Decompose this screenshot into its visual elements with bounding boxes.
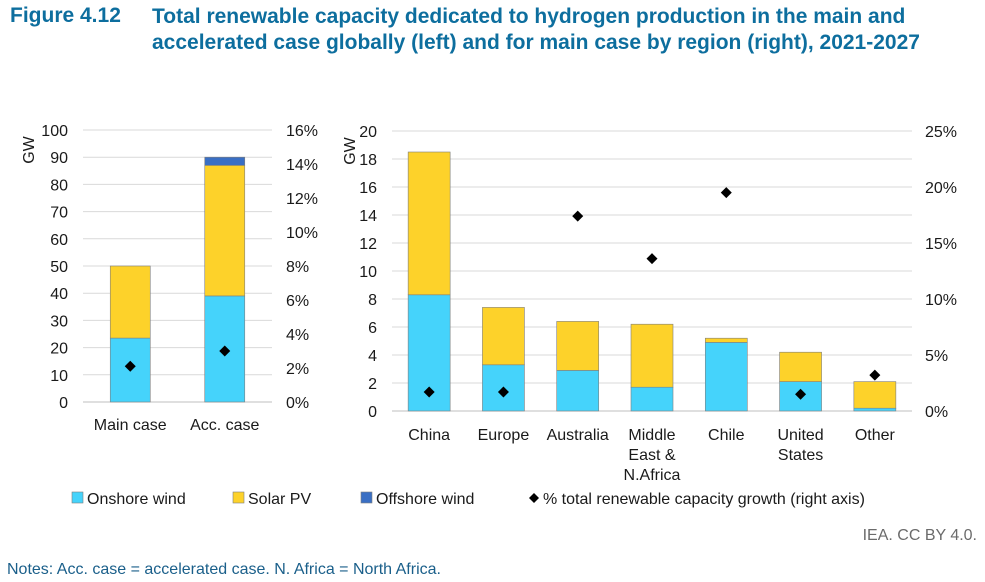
bar-segment-onshore-wind: [556, 370, 600, 412]
legend-label: Offshore wind: [376, 491, 474, 508]
y-tick-label: 30: [50, 313, 68, 330]
legend-label: % total renewable capacity growth (right…: [543, 491, 865, 508]
x-tick-label: Acc. case: [190, 417, 259, 434]
y2-tick-label: 0%: [925, 404, 948, 421]
x-tick-label: N.Africa: [624, 467, 681, 484]
y-tick-label: 40: [50, 286, 68, 303]
bar-segment-onshore-wind: [630, 386, 674, 412]
y2-tick-label: 8%: [286, 259, 309, 276]
y-tick-label: 20: [359, 124, 377, 141]
growth-marker: [423, 386, 435, 398]
y2-tick-label: 5%: [925, 348, 948, 365]
y-tick-label: 0: [59, 395, 68, 412]
bar-segment-solar-pv: [109, 265, 151, 339]
bar-segment-solar-pv: [704, 337, 748, 343]
y2-tick-label: 16%: [286, 123, 318, 140]
y-tick-label: 10: [359, 264, 377, 281]
bar-segment-solar-pv: [630, 323, 674, 388]
y-tick-label: 70: [50, 205, 68, 222]
y-tick-label: 10: [50, 368, 68, 385]
x-tick-label: Australia: [547, 427, 609, 444]
figure-title: Total renewable capacity dedicated to hy…: [152, 5, 920, 54]
y2-tick-label: 6%: [286, 293, 309, 310]
bar-segment-solar-pv: [853, 381, 897, 409]
y2-tick-label: 2%: [286, 361, 309, 378]
x-tick-label: China: [408, 427, 450, 444]
x-tick-label: Europe: [478, 427, 530, 444]
y-tick-label: 60: [50, 232, 68, 249]
x-tick-label: Chile: [708, 427, 745, 444]
x-tick-label: East &: [628, 447, 675, 464]
y-tick-label: 100: [41, 123, 68, 140]
y2-tick-label: 10%: [925, 292, 957, 309]
y-tick-label: 4: [368, 348, 377, 365]
bar-segment-solar-pv: [482, 307, 525, 366]
growth-marker: [720, 187, 732, 199]
y2-tick-label: 4%: [286, 327, 309, 344]
legend-swatch: [71, 491, 84, 504]
y-tick-label: 14: [359, 208, 377, 225]
growth-marker: [572, 210, 584, 222]
legend-diamond: [529, 493, 539, 503]
growth-marker: [497, 386, 509, 398]
x-tick-label: Middle: [628, 427, 675, 444]
legend-label: Solar PV: [248, 491, 311, 508]
y-tick-label: 0: [368, 404, 377, 421]
bar-segment-onshore-wind: [704, 342, 748, 412]
bar-segment-offshore-wind: [204, 156, 246, 166]
y-tick-label: 18: [359, 152, 377, 169]
y-tick-label: 8: [368, 292, 377, 309]
bar-segment-onshore-wind: [853, 407, 897, 412]
growth-marker: [869, 369, 881, 381]
y2-tick-label: 12%: [286, 191, 318, 208]
y2-tick-label: 14%: [286, 157, 318, 174]
bar-segment-solar-pv: [556, 321, 600, 371]
y2-tick-label: 0%: [286, 395, 309, 412]
growth-marker: [124, 360, 136, 372]
y2-tick-label: 20%: [925, 180, 957, 197]
growth-marker: [646, 253, 658, 265]
x-tick-label: Other: [855, 427, 896, 444]
x-tick-label: United: [777, 427, 823, 444]
bar-segment-solar-pv: [779, 351, 822, 382]
y2-tick-label: 25%: [925, 124, 957, 141]
y-tick-label: 20: [50, 341, 68, 358]
bar-segment-solar-pv: [204, 165, 246, 297]
y-axis-title: GW: [21, 135, 38, 163]
y-tick-label: 16: [359, 180, 377, 197]
chart-canvas: 01020304050607080901000%2%4%6%8%10%12%14…: [21, 123, 957, 508]
y-tick-label: 2: [368, 376, 377, 393]
bar-segment-solar-pv: [407, 151, 451, 296]
y-tick-label: 80: [50, 177, 68, 194]
x-tick-label: Main case: [94, 417, 167, 434]
legend-swatch: [360, 491, 373, 504]
y-tick-label: 6: [368, 320, 377, 337]
figure-label: Figure 4.12: [10, 4, 121, 27]
y-tick-label: 90: [50, 150, 68, 167]
y-tick-label: 12: [359, 236, 377, 253]
x-tick-label: States: [778, 447, 823, 464]
growth-marker: [219, 345, 231, 357]
y2-tick-label: 15%: [925, 236, 957, 253]
legend-swatch: [232, 491, 245, 504]
y-tick-label: 50: [50, 259, 68, 276]
y2-tick-label: 10%: [286, 225, 318, 242]
credit-text: IEA. CC BY 4.0.: [862, 527, 977, 544]
legend-label: Onshore wind: [87, 491, 186, 508]
notes-text: Notes: Acc. case = accelerated case. N. …: [7, 561, 441, 578]
y-axis-title: GW: [342, 136, 359, 164]
growth-marker: [795, 388, 807, 400]
